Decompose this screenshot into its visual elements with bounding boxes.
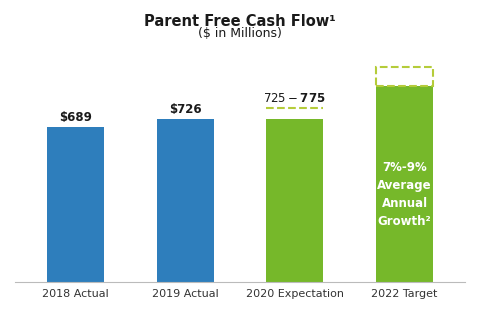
Text: 7%-9%
Average
Annual
Growth²: 7%-9% Average Annual Growth² [377, 160, 432, 228]
Text: $689: $689 [59, 111, 92, 124]
Text: ($ in Millions): ($ in Millions) [198, 27, 282, 40]
Text: Parent Free Cash Flow¹: Parent Free Cash Flow¹ [144, 14, 336, 29]
Bar [376, 67, 433, 86]
Text: $725-$775: $725-$775 [264, 92, 326, 105]
Bar [47, 127, 104, 282]
Bar [156, 119, 214, 282]
Bar [376, 86, 433, 282]
Text: $726: $726 [169, 103, 202, 116]
Bar [266, 119, 324, 282]
